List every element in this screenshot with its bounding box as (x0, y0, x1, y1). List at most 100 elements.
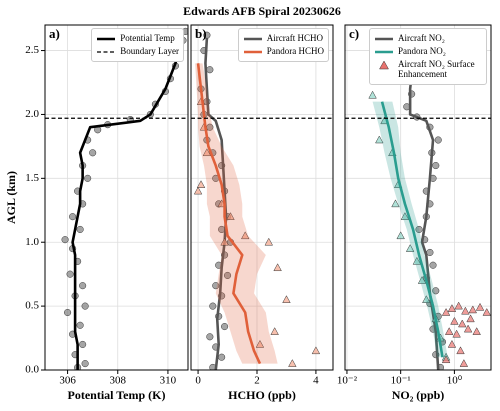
triangle-marker (226, 212, 235, 220)
y-axis-label: AGL (km) (4, 171, 18, 224)
triangle-marker (412, 256, 422, 265)
triangle-marker (461, 306, 470, 315)
circle-marker (76, 225, 84, 233)
legend-handle (375, 50, 393, 54)
x-tick-label: 310 (160, 375, 177, 387)
legend-entry: Pandora HCHO (243, 46, 324, 57)
y-tick-label: 2.5 (25, 44, 39, 56)
legend-entry: Pandora NO₂ (374, 46, 482, 57)
legend: Potential Temp Boundary Layer (91, 28, 184, 62)
triangle-marker (417, 276, 427, 284)
legend-entry: Aircraft NO₂ (374, 33, 482, 44)
circle-marker (209, 302, 217, 310)
y-tick-label: 2.0 (25, 108, 39, 120)
profile-line (204, 37, 228, 370)
legend-handle (243, 37, 262, 41)
circle-marker (206, 333, 214, 341)
circle-marker (221, 323, 229, 331)
circle-marker (89, 149, 97, 157)
x-tick-label: 308 (110, 375, 127, 387)
circle-marker (426, 248, 434, 256)
profile-line (71, 37, 185, 370)
uncertainty-band (195, 63, 278, 364)
legend: Aircraft HCHO Pandora HCHO (237, 28, 329, 62)
x-axis-label: HCHO (ppb) (228, 388, 296, 402)
triangle-marker (468, 305, 478, 314)
circle-marker (429, 261, 437, 269)
legend-handle (379, 60, 389, 70)
circle-marker (434, 136, 442, 144)
circle-marker (76, 321, 84, 329)
legend-handle (97, 51, 116, 53)
plot-area (45, 25, 188, 370)
x-tick-label: 306 (59, 375, 76, 387)
triangle-marker (456, 346, 465, 355)
circle-marker (69, 213, 77, 221)
triangle-marker (447, 304, 457, 312)
triangle-marker (273, 263, 282, 272)
triangle-marker (270, 327, 279, 335)
legend: Aircraft NO₂ Pandora NO₂ Aircraft NO₂ Surf… (369, 28, 487, 85)
legend-container: Potential Temp Boundary Layer (91, 28, 184, 62)
triangle-marker (482, 307, 491, 316)
triangle-marker (368, 90, 377, 99)
circle-marker (223, 271, 232, 279)
legend-label: Aircraft NO₂ Surface Enhancement (398, 59, 475, 80)
legend-label: Aircraft NO₂ (398, 33, 445, 43)
triangle-marker (454, 301, 463, 310)
legend-label: Potential Temp (120, 33, 175, 43)
legend-container: Aircraft NO₂ Pandora NO₂ Aircraft NO₂ Surf… (369, 28, 487, 85)
triangle-marker (463, 324, 473, 333)
legend-entry: Aircraft HCHO (243, 33, 324, 44)
legend-label: Pandora NO₂ (398, 46, 446, 56)
legend-entry: Aircraft NO₂ Surface Enhancement (374, 59, 482, 80)
triangle-marker (288, 359, 297, 367)
triangle-marker (472, 327, 481, 335)
triangle-marker (193, 186, 203, 195)
x-tick-label: 2 (254, 375, 260, 387)
triangle-marker (459, 359, 469, 367)
x-tick-label: 4 (313, 375, 319, 387)
panel-label: b) (195, 26, 207, 41)
triangle-marker (311, 346, 321, 355)
circle-marker (415, 225, 423, 233)
legend-entry: Potential Temp (96, 33, 179, 44)
triangle-marker (458, 319, 467, 328)
panel-label: c) (349, 26, 359, 41)
triangle-marker (240, 231, 250, 240)
circle-marker (66, 270, 74, 278)
triangle-marker (475, 302, 485, 311)
triangle-marker (202, 148, 212, 157)
circle-marker (79, 340, 87, 348)
triangle-marker (220, 237, 229, 246)
x-axis-label: NO₂ (ppb) (392, 388, 445, 402)
circle-marker (432, 287, 440, 295)
triangle-marker (444, 327, 454, 335)
axes-frame (344, 24, 492, 371)
figure-title: Edwards AFB Spiral 20230626 (183, 4, 341, 18)
triangle-marker (441, 307, 451, 316)
x-tick-label: 10⁻¹ (391, 375, 411, 387)
triangle-marker (255, 339, 265, 348)
circle-marker (81, 302, 89, 310)
y-tick-label: 0.5 (25, 300, 39, 312)
x-tick-label: 10⁻² (337, 375, 358, 387)
axes-frame (190, 24, 334, 371)
y-tick-label: 0.0 (25, 364, 39, 376)
triangle-marker (450, 316, 459, 325)
triangle-marker (447, 339, 457, 348)
triangle-marker (282, 295, 291, 303)
circle-marker (218, 353, 226, 361)
triangle-marker (466, 314, 475, 323)
circle-marker (212, 282, 220, 290)
profile-line (196, 63, 262, 365)
panel-label: a) (49, 26, 60, 41)
triangle-marker (396, 231, 405, 240)
x-tick-label: 10⁰ (447, 375, 463, 387)
triangle-marker (400, 212, 410, 220)
legend-label: Pandora HCHO (266, 46, 324, 56)
triangle-marker (196, 180, 206, 188)
x-tick-label: 0 (195, 375, 201, 387)
